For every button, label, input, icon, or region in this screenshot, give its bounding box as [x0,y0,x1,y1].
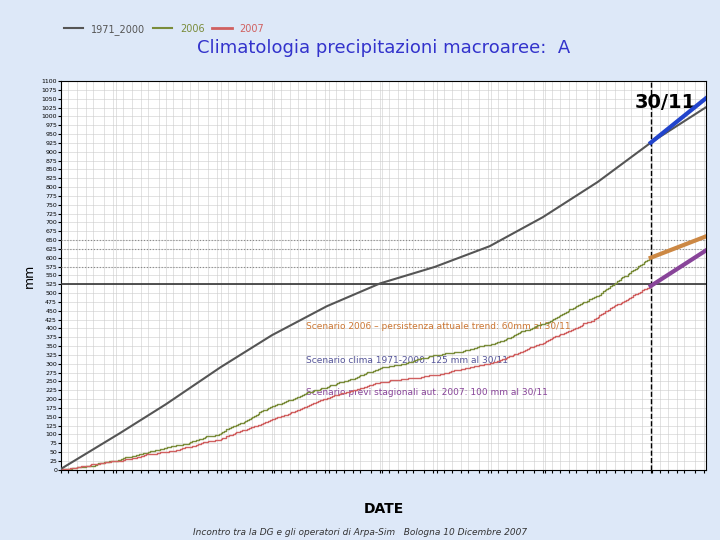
Text: Incontro tra la DG e gli operatori di Arpa-Sim   Bologna 10 Dicembre 2007: Incontro tra la DG e gli operatori di Ar… [193,528,527,537]
Text: Scenario 2006 – persistenza attuale trend: 60mm al 30/11: Scenario 2006 – persistenza attuale tren… [306,322,571,331]
Text: Scenario clima 1971-2000: 125 mm al 30/11: Scenario clima 1971-2000: 125 mm al 30/1… [306,355,508,364]
Text: Scenario previ stagionali aut. 2007: 100 mm al 30/11: Scenario previ stagionali aut. 2007: 100… [306,388,548,397]
Y-axis label: mm: mm [23,264,36,287]
Title: Climatologia precipitazioni macroaree:  A: Climatologia precipitazioni macroaree: A [197,39,570,57]
Text: 30/11: 30/11 [635,93,696,112]
X-axis label: DATE: DATE [364,502,403,516]
Legend: 1971_2000, 2006, 2007: 1971_2000, 2006, 2007 [60,20,268,38]
